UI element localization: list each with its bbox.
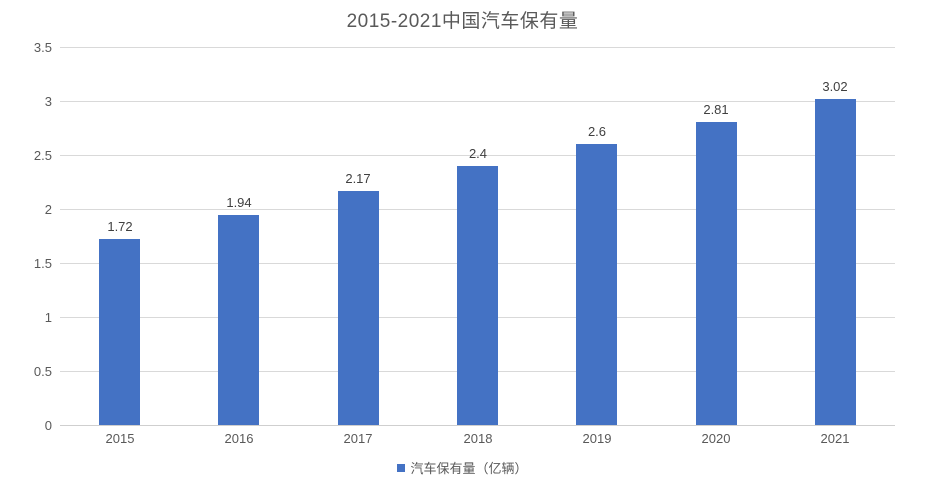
- x-tick-label: 2021: [820, 431, 850, 446]
- x-tick-label: 2020: [701, 431, 731, 446]
- bar-value-label: 1.94: [226, 195, 252, 210]
- y-tick-label: 3.5: [33, 40, 52, 55]
- y-tick-label: 0.5: [33, 364, 52, 379]
- legend-series-label: 汽车保有量（亿辆）: [410, 461, 528, 476]
- y-tick-label: 1: [44, 310, 52, 325]
- bar-value-label: 2.81: [703, 102, 729, 117]
- bar-2021: [815, 99, 856, 425]
- bar-value-label: 2.6: [587, 124, 607, 139]
- plot-area: 1.72 1.94 2.17 2.4 2.6 2.81 3.02: [60, 47, 895, 426]
- x-tick-label: 2019: [582, 431, 612, 446]
- bar-2020: [696, 122, 737, 425]
- y-tick-label: 2.5: [33, 148, 52, 163]
- bar-value-label: 2.17: [345, 171, 371, 186]
- bar-2015: [99, 239, 140, 425]
- bar-2019: [576, 144, 617, 425]
- y-tick-label: 1.5: [33, 256, 52, 271]
- x-axis: 2015 2016 2017 2018 2019 2020 2021: [60, 432, 895, 448]
- legend-series-marker-icon: [397, 463, 406, 472]
- bar-2018: [457, 166, 498, 425]
- x-axis-line: [60, 425, 895, 426]
- x-tick-label: 2017: [343, 431, 373, 446]
- bar-value-label: 1.72: [107, 219, 133, 234]
- legend: 汽车保有量（亿辆）: [0, 458, 925, 477]
- bar-2016: [218, 215, 259, 425]
- bar-2017: [338, 191, 379, 425]
- gridline: [60, 155, 895, 156]
- gridline: [60, 47, 895, 48]
- y-tick-label: 0: [44, 418, 52, 433]
- y-axis: 0 0.5 1 1.5 2 2.5 3 3.5: [8, 41, 52, 432]
- x-tick-label: 2016: [224, 431, 254, 446]
- bar-value-label: 2.4: [468, 146, 488, 161]
- y-tick-label: 3: [44, 94, 52, 109]
- x-tick-label: 2015: [105, 431, 135, 446]
- bar-value-label: 3.02: [822, 79, 848, 94]
- chart-title: 2015-2021中国汽车保有量: [346, 11, 579, 32]
- x-tick-label: 2018: [463, 431, 493, 446]
- gridline: [60, 101, 895, 102]
- y-tick-label: 2: [44, 202, 52, 217]
